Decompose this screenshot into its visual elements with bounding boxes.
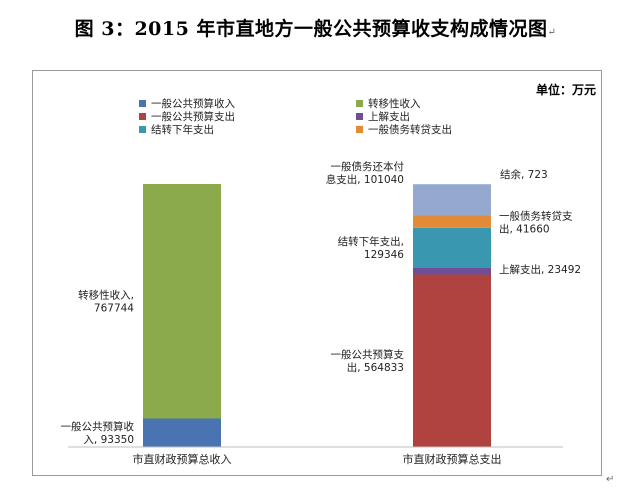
legend-swatch (356, 126, 363, 133)
data-label: 一般公共预算支出, 564833 (331, 348, 405, 374)
legend-label: 转移性收入 (368, 97, 421, 110)
bar-segment-series-3 (413, 267, 491, 275)
bar-segment-series-5 (413, 215, 491, 228)
page-title: 图 3：2015 年市直地方一般公共预算收支构成情况图↵ (0, 14, 631, 41)
paragraph-mark: ↵ (606, 474, 615, 485)
data-label: 转移性收入, 767744 (78, 289, 134, 315)
legend-item: 上解支出 (356, 110, 410, 123)
chart-area: 单位：万元 一般公共预算收入 转移性收入 一般公共预算支出 上解支出 结转下年支出 一般债… (32, 70, 602, 476)
bar-segment-series-4 (413, 227, 491, 268)
category-label: 市直财政预算总收入 (133, 452, 232, 466)
legend-item: 转移性收入 (356, 97, 421, 110)
bar-segment-series-2 (413, 274, 491, 447)
legend-label: 结转下年支出 (151, 123, 214, 136)
data-label: 上解支出, 23492 (499, 263, 581, 276)
legend-swatch (356, 113, 363, 120)
legend-swatch (356, 100, 363, 107)
legend-label: 一般债务转贷支出 (368, 123, 452, 136)
bar-segment-series-1 (143, 184, 221, 419)
bar-segment-series-7 (413, 184, 491, 185)
legend-item: 一般债务转贷支出 (356, 123, 452, 136)
bar-segment-series-6 (413, 184, 491, 216)
legend-item: 一般公共预算支出 (139, 110, 235, 123)
category-label: 市直财政预算总支出 (403, 452, 502, 466)
data-label: 结余, 723 (500, 168, 548, 181)
data-label: 一般债务转贷支出, 41660 (499, 209, 573, 235)
legend-label: 一般公共预算收入 (151, 97, 235, 110)
category-labels: 市直财政预算总收入 市直财政预算总支出 (133, 452, 502, 466)
bars (143, 184, 491, 447)
data-label: 一般债务还本付息支出, 101040 (326, 160, 404, 186)
legend-label: 一般公共预算支出 (151, 110, 235, 123)
unit-label: 单位：万元 (536, 82, 596, 97)
paragraph-mark: ↵ (547, 27, 557, 38)
data-label: 一般公共预算收入, 93350 (61, 420, 135, 446)
data-labels: 一般公共预算收入, 93350 转移性收入, 767744 一般公共预算支出, 564… (61, 160, 582, 446)
legend-swatch (139, 126, 146, 133)
legend-swatch (139, 113, 146, 120)
data-label: 结转下年支出, 129346 (338, 235, 405, 261)
legend-item: 一般公共预算收入 (139, 97, 235, 110)
title-text: 图 3：2015 年市直地方一般公共预算收支构成情况图 (74, 18, 548, 40)
legend-label: 上解支出 (368, 110, 410, 123)
bar-segment-series-0 (143, 418, 221, 447)
legend-item: 结转下年支出 (139, 123, 214, 136)
legend-swatch (139, 100, 146, 107)
